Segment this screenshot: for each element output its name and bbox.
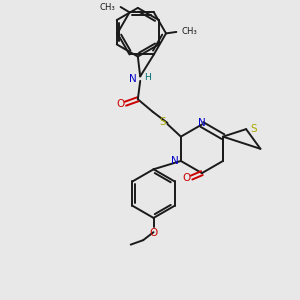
Text: CH₃: CH₃	[182, 27, 197, 36]
Text: N: N	[129, 74, 136, 84]
Text: O: O	[117, 99, 125, 109]
Text: O: O	[182, 172, 190, 183]
Text: O: O	[149, 228, 158, 238]
Text: H: H	[144, 73, 151, 82]
Text: S: S	[159, 117, 166, 127]
Text: S: S	[250, 124, 257, 134]
Text: N: N	[198, 118, 206, 128]
Text: N: N	[171, 156, 179, 166]
Text: CH₃: CH₃	[100, 2, 115, 11]
